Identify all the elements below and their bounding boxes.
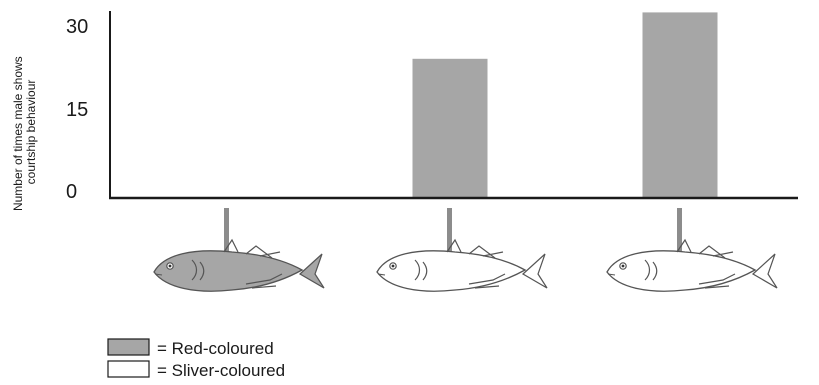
y-axis-title-line-1: Number of times male shows <box>11 56 25 211</box>
legend-swatch-red <box>107 338 150 356</box>
legend-swatch-silver <box>107 360 150 378</box>
fish-pupil <box>621 264 625 268</box>
fish-model-3 <box>606 208 778 292</box>
fish-model-2 <box>376 208 548 292</box>
fish-rod <box>224 208 229 258</box>
fish-belly <box>615 278 687 290</box>
fish-mouth <box>377 273 386 276</box>
bar-3 <box>642 12 718 199</box>
fish-models <box>153 208 778 292</box>
fish-body <box>153 250 304 292</box>
y-tick-label-0: 0 <box>66 181 77 203</box>
bars <box>412 12 718 199</box>
fish-pupil <box>391 264 395 268</box>
fish-fins <box>245 273 283 289</box>
fish-belly <box>385 278 457 290</box>
fish-gill <box>414 259 428 281</box>
fish-tail <box>521 253 548 289</box>
fish-tail <box>751 253 778 289</box>
fish-fins <box>698 273 736 289</box>
y-axis-title-line-2: courtship behaviour <box>24 80 38 185</box>
fish-dorsal-fin <box>223 238 281 259</box>
fish-model-1 <box>153 208 325 292</box>
fish-rod <box>447 208 452 258</box>
fish-gill <box>191 259 205 281</box>
fish-fins <box>468 273 506 289</box>
y-tick-label-15: 15 <box>66 99 88 121</box>
bar-2 <box>412 58 488 198</box>
fish-pupil <box>168 264 172 268</box>
fish-body <box>376 250 527 292</box>
legend: = Red-coloured = Sliver-coloured <box>107 338 285 380</box>
y-tick-label-30: 30 <box>66 16 88 38</box>
fish-mouth <box>607 273 616 276</box>
fish-mouth <box>154 273 163 276</box>
fish-rod <box>677 208 682 258</box>
fish-belly <box>162 278 234 290</box>
fish-tail <box>298 253 325 289</box>
fish-gill <box>644 259 658 281</box>
fish-body <box>606 250 757 292</box>
y-axis-title: Number of times male shows courtship beh… <box>11 53 38 211</box>
legend-label-red: = Red-coloured <box>157 339 274 358</box>
fish-dorsal-fin <box>446 238 504 259</box>
legend-label-silver: = Sliver-coloured <box>157 361 285 380</box>
fish-dorsal-fin <box>676 238 734 259</box>
